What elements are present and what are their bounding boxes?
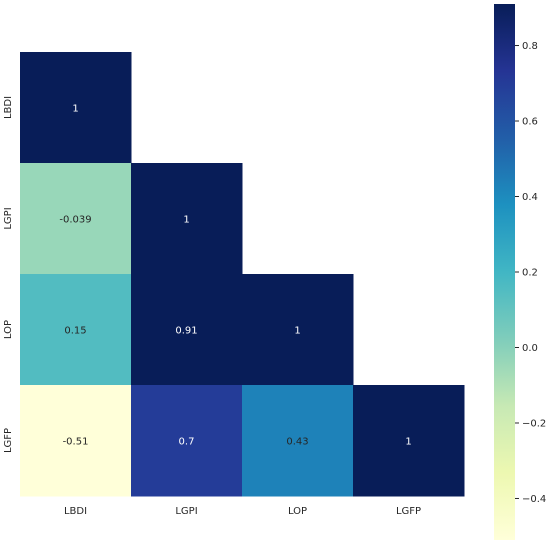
colorbar-tick-label: −0.2 bbox=[522, 418, 546, 429]
heatmap-cell bbox=[131, 385, 243, 497]
colorbar-gradient bbox=[494, 4, 515, 540]
colorbar-tick-label: 0.6 bbox=[522, 117, 538, 128]
cell-value-label: 0.15 bbox=[64, 326, 86, 337]
y-tick-label: LGFP bbox=[3, 428, 14, 453]
colorbar-tick-label: 0.0 bbox=[522, 343, 538, 354]
y-tick-label: LGPI bbox=[3, 207, 14, 229]
x-tick-label: LGFP bbox=[396, 506, 421, 517]
colorbar-tick-label: 0.4 bbox=[522, 192, 538, 203]
heatmap-cell bbox=[20, 274, 132, 386]
x-tick-label: LOP bbox=[288, 506, 307, 517]
y-axis-tick-labels: LBDI LGPI LOP LGFP bbox=[3, 96, 14, 453]
colorbar-tick-label: 0.8 bbox=[522, 41, 538, 52]
heatmap-cell bbox=[353, 385, 465, 497]
y-tick-label: LOP bbox=[3, 320, 14, 339]
cell-value-label: 1 bbox=[183, 215, 189, 226]
cell-value-label: 1 bbox=[72, 104, 78, 115]
heatmap-cell-labels: 1 -0.039 1 0.15 0.91 1 -0.51 0.7 0.43 1 bbox=[59, 104, 411, 448]
cell-value-label: -0.51 bbox=[63, 437, 89, 448]
heatmap-cell bbox=[131, 274, 243, 386]
heatmap-cells bbox=[20, 52, 465, 497]
cell-value-label: 0.91 bbox=[175, 326, 197, 337]
cell-value-label: 0.43 bbox=[286, 437, 308, 448]
colorbar: −0.4 −0.2 0.0 0.2 0.4 0.6 0.8 bbox=[494, 4, 546, 540]
cell-value-label: 1 bbox=[405, 437, 411, 448]
heatmap-cell bbox=[20, 385, 132, 497]
x-tick-label: LBDI bbox=[64, 506, 87, 517]
x-tick-label: LGPI bbox=[175, 506, 197, 517]
heatmap-cell bbox=[242, 385, 354, 497]
heatmap-cell bbox=[131, 163, 243, 275]
y-tick-label: LBDI bbox=[3, 96, 14, 119]
x-axis-tick-labels: LBDI LGPI LOP LGFP bbox=[64, 506, 421, 517]
cell-value-label: 1 bbox=[294, 326, 300, 337]
colorbar-tick-label: −0.4 bbox=[522, 494, 546, 505]
cell-value-label: -0.039 bbox=[59, 215, 91, 226]
cell-value-label: 0.7 bbox=[179, 437, 195, 448]
heatmap-cell bbox=[20, 52, 132, 164]
heatmap-cell bbox=[242, 274, 354, 386]
colorbar-tick-label: 0.2 bbox=[522, 268, 538, 279]
heatmap-cell bbox=[20, 163, 132, 275]
